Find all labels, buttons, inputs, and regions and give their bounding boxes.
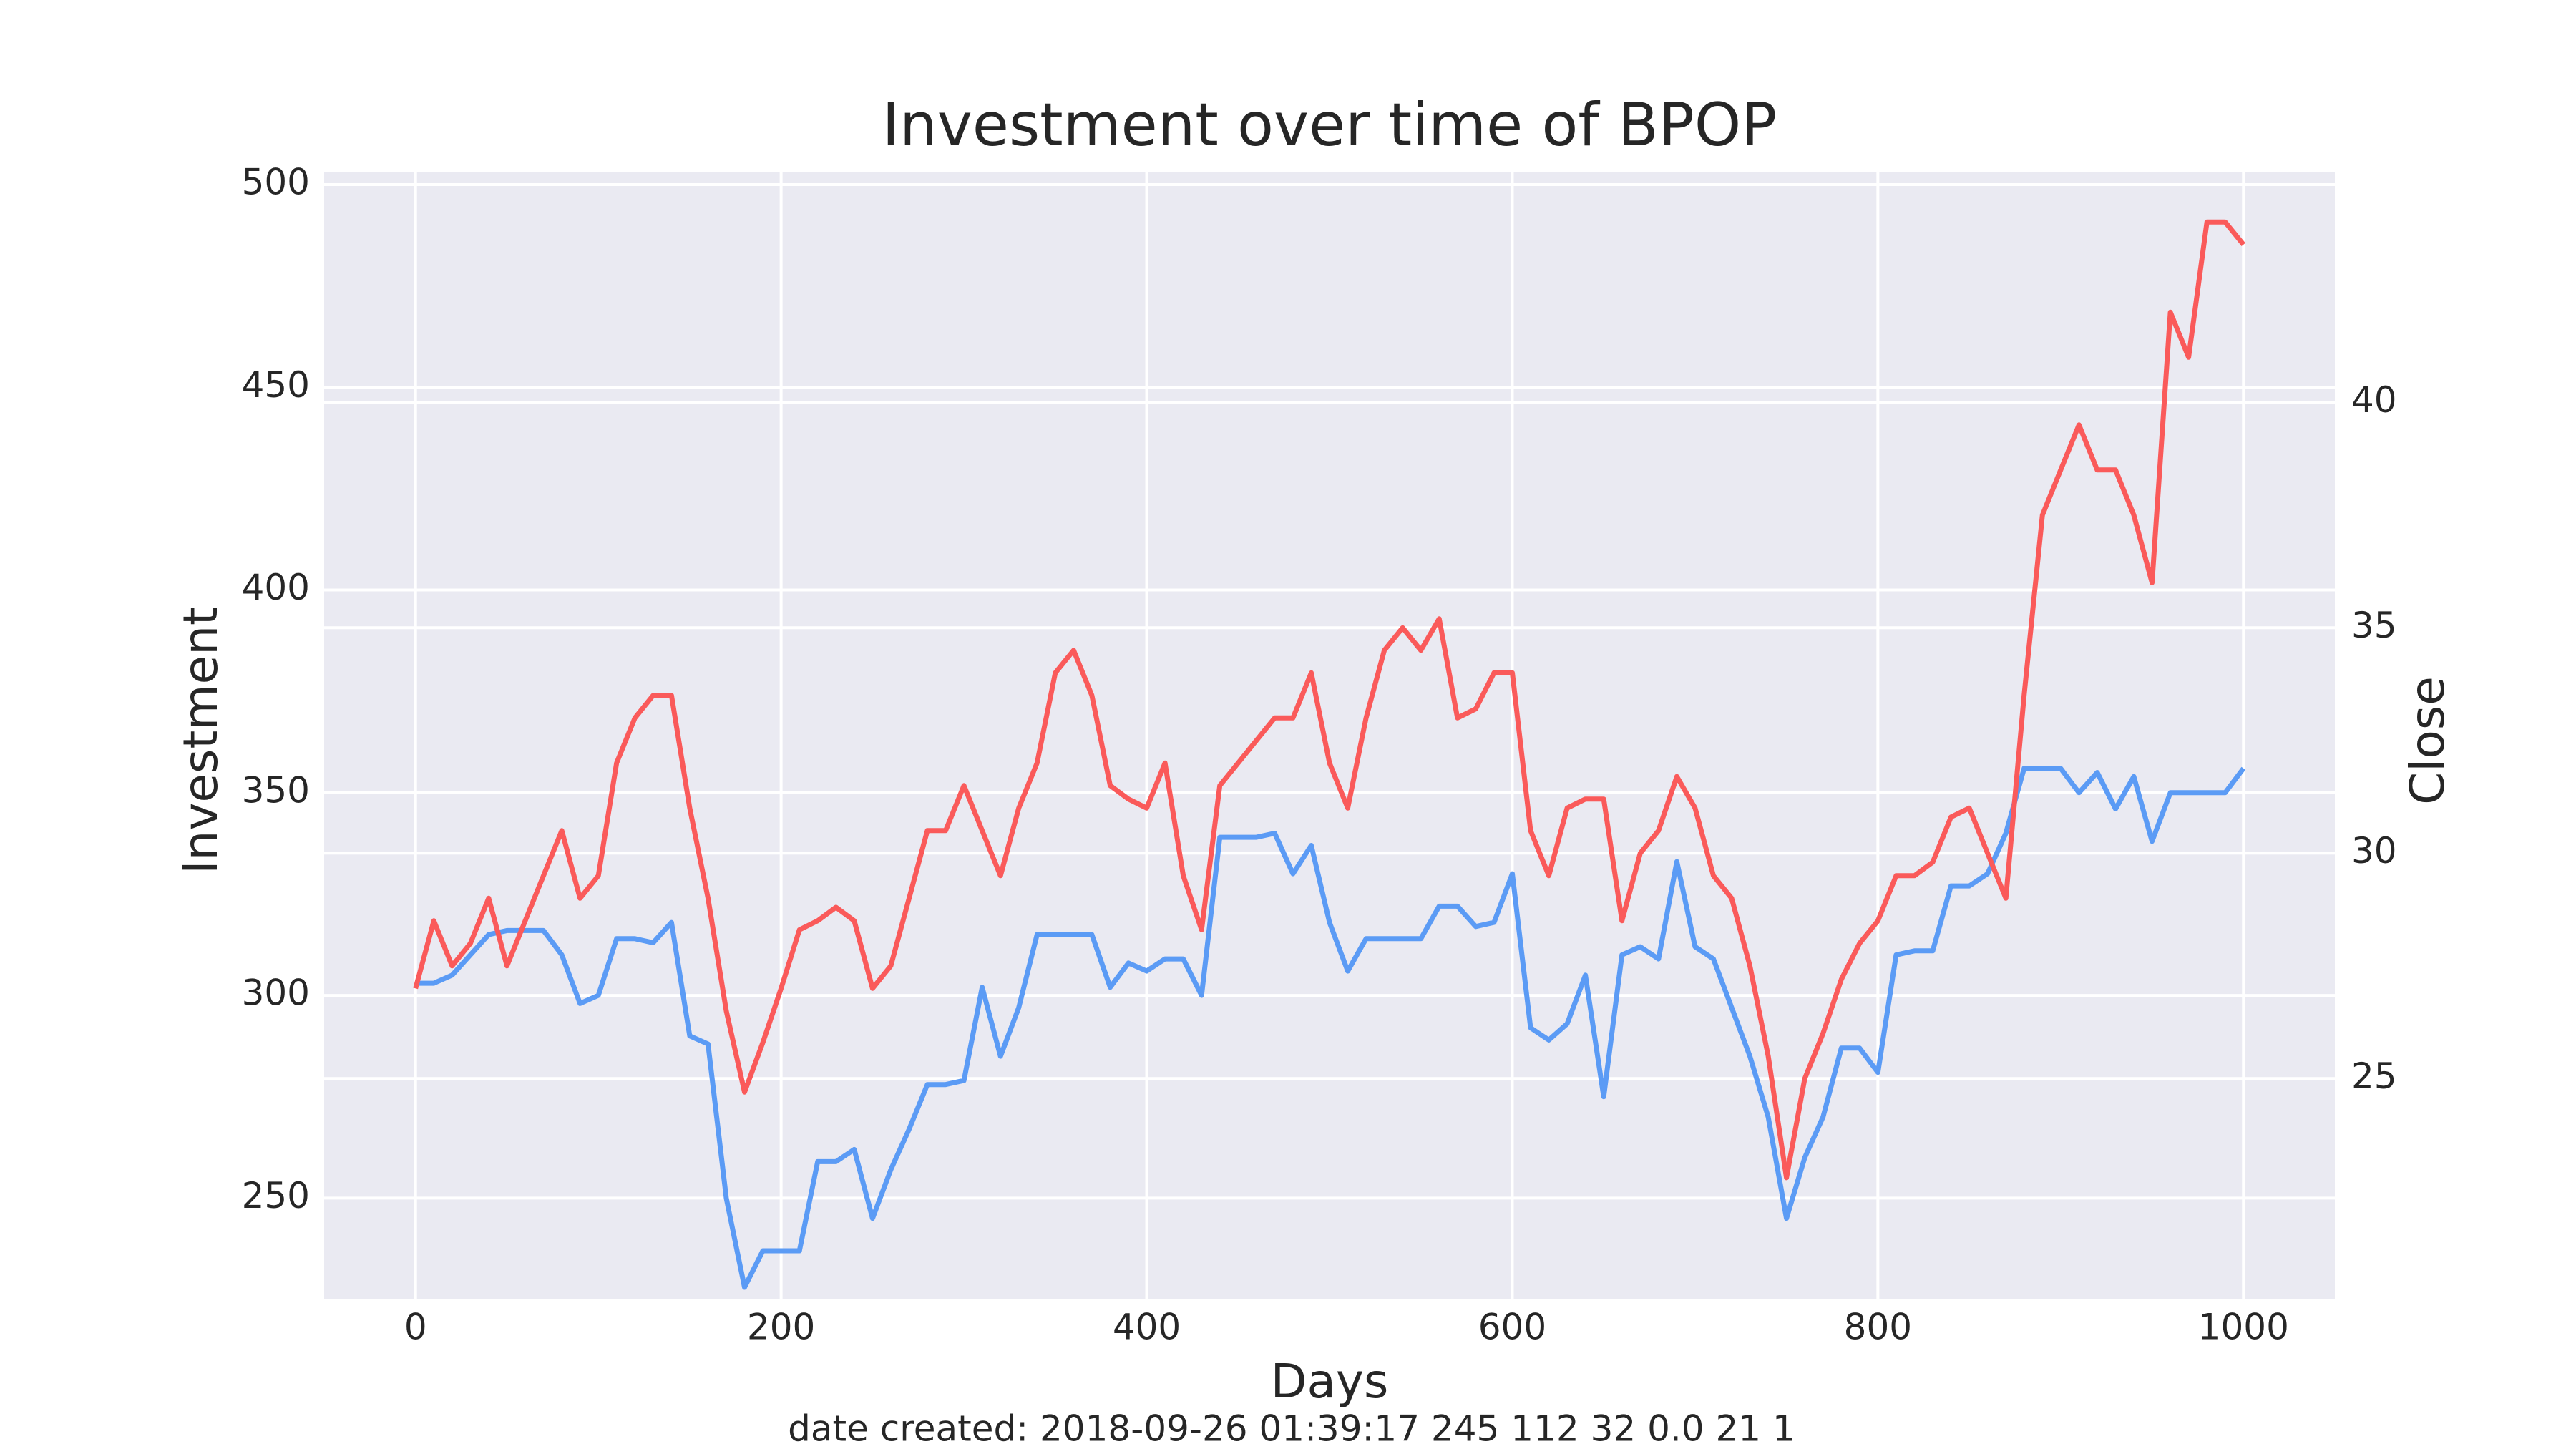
x-tick-label: 600 (1478, 1307, 1546, 1348)
lines (413, 219, 2246, 1290)
y-tick-label: 400 (242, 567, 310, 608)
y-tick-label: 350 (242, 769, 310, 811)
y-axis-label: Investment (173, 607, 228, 874)
x-tick-label: 400 (1113, 1307, 1181, 1348)
y2-tick-label: 40 (2351, 379, 2397, 421)
grid (324, 172, 2335, 1299)
y-tick-label: 300 (242, 972, 310, 1014)
series-line (415, 766, 2246, 1290)
y2-axis-label: Close (2400, 676, 2455, 805)
y2-tick-label: 25 (2351, 1055, 2397, 1097)
y-tick-label: 450 (242, 364, 310, 406)
x-axis-label: Days (1271, 1354, 1389, 1409)
series-line (413, 219, 2246, 1181)
plot-area (324, 172, 2335, 1299)
footnote: date created: 2018-09-26 01:39:17 245 11… (788, 1408, 1795, 1449)
y2-tick-label: 30 (2351, 830, 2397, 872)
x-tick-label: 1000 (2198, 1307, 2289, 1348)
chart-title: Investment over time of BPOP (882, 90, 1777, 160)
x-tick-label: 0 (404, 1307, 427, 1348)
ticks: 0 200 400 600 800 1000 250 300 350 400 450 500 25 30 3… (242, 161, 2397, 1347)
y2-tick-label: 35 (2351, 605, 2397, 646)
x-tick-label: 200 (747, 1307, 815, 1348)
y-tick-label: 250 (242, 1175, 310, 1216)
y-tick-label: 500 (242, 161, 310, 203)
x-tick-label: 800 (1844, 1307, 1912, 1348)
